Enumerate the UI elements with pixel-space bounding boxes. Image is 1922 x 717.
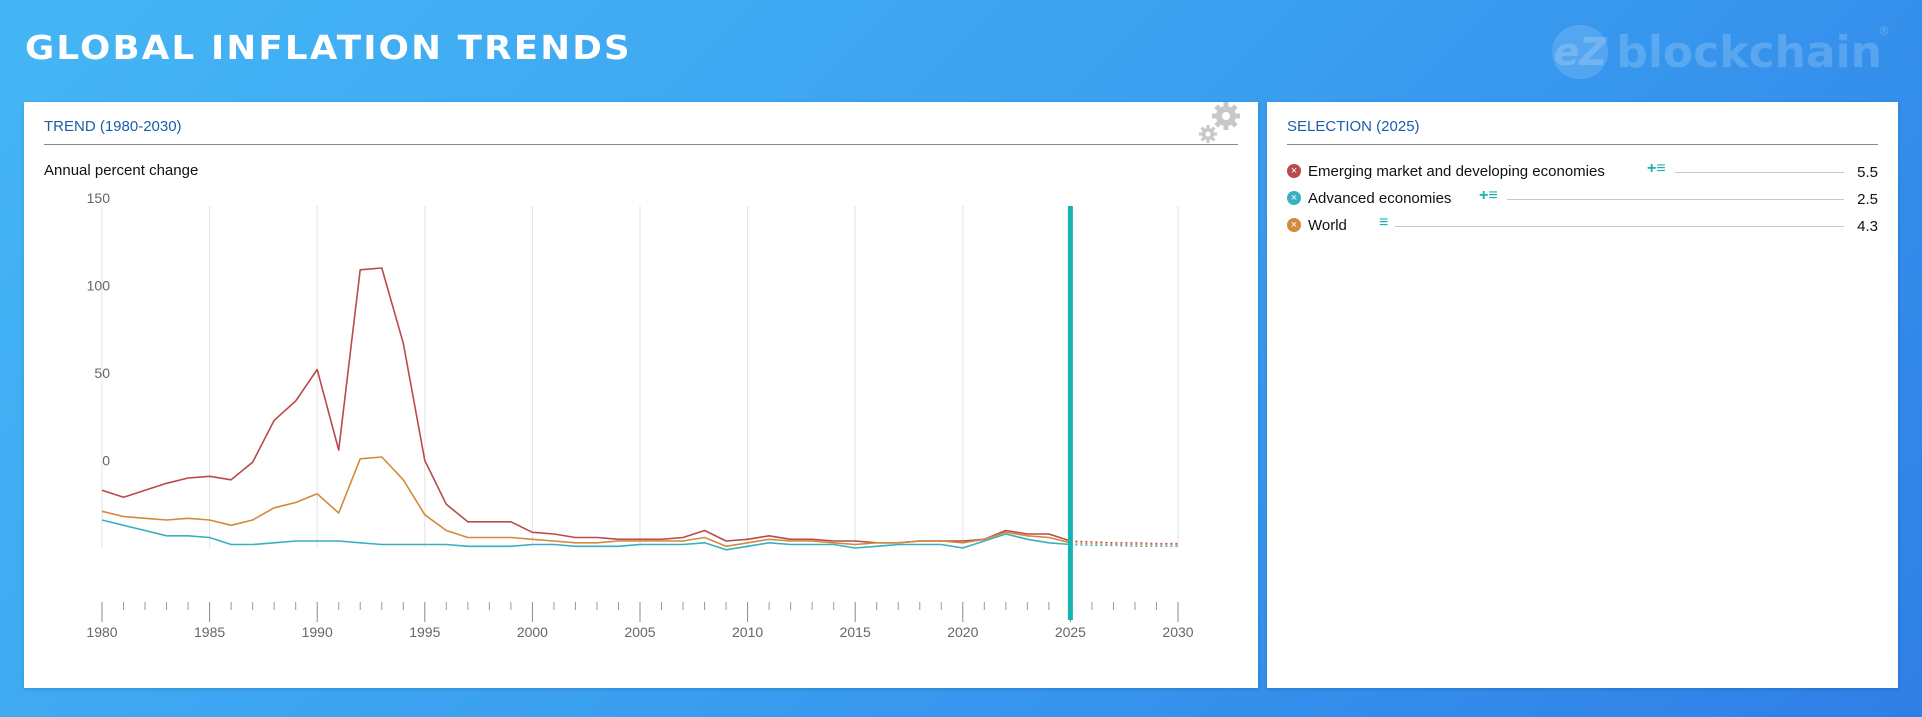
x-tick-label: 2025	[1055, 624, 1086, 640]
remove-series-icon[interactable]: ×	[1287, 164, 1301, 178]
x-tick-label: 2015	[840, 624, 871, 640]
x-tick-label: 2005	[624, 624, 655, 640]
y-tick-label: 150	[87, 190, 111, 206]
selection-panel-header: SELECTION (2025)	[1287, 116, 1878, 145]
series-tools-icon[interactable]: +≡	[1647, 160, 1666, 177]
logo-mark: eZ	[1552, 25, 1609, 79]
selection-panel-title: SELECTION (2025)	[1287, 118, 1420, 135]
selection-item-value: 2.5	[1857, 191, 1878, 208]
brand-logo: eZ blockchain ®	[1552, 22, 1890, 82]
logo-text: blockchain	[1616, 26, 1882, 78]
x-tick-label: 2020	[947, 624, 978, 640]
y-tick-label: 100	[87, 278, 111, 294]
page-title: GLOBAL INFLATION TRENDS	[25, 28, 632, 67]
remove-series-icon[interactable]: ×	[1287, 191, 1301, 205]
trend-chart[interactable]: Annual percent change 150 100 50 0 1980 1985 19…	[24, 102, 1258, 688]
logo-registered-mark: ®	[1878, 24, 1890, 38]
trend-panel-title: TREND (1980-2030)	[44, 118, 182, 135]
series-tools-icon[interactable]: ≡	[1379, 214, 1389, 231]
selection-panel: SELECTION (2025) × Emerging market and de…	[1267, 102, 1898, 688]
leader-line	[1675, 172, 1844, 173]
series-line-0	[101, 267, 1071, 544]
x-tick-label: 2010	[732, 624, 763, 640]
selection-item-value: 5.5	[1857, 164, 1878, 181]
selection-item-value: 4.3	[1857, 218, 1878, 235]
selection-item-name: World	[1308, 217, 1347, 234]
leader-line	[1395, 226, 1844, 227]
trend-panel-header: TREND (1980-2030)	[44, 116, 1238, 145]
series-line-1	[101, 519, 1071, 551]
series-line-2	[101, 456, 1071, 548]
x-tick-label: 1980	[86, 624, 117, 640]
y-tick-label: 50	[94, 365, 110, 381]
series-tools-icon[interactable]: +≡	[1479, 187, 1498, 204]
selection-item[interactable]: × Advanced economies +≡ 2.5	[1287, 187, 1878, 211]
x-tick-label: 2030	[1162, 624, 1193, 640]
remove-series-icon[interactable]: ×	[1287, 218, 1301, 232]
selection-item[interactable]: × World ≡ 4.3	[1287, 214, 1878, 238]
leader-line	[1507, 199, 1844, 200]
x-tick-label: 1990	[302, 624, 333, 640]
selection-item[interactable]: × Emerging market and developing economie…	[1287, 160, 1878, 184]
trend-panel: TREND (1980-2030) Annual percent change 1…	[24, 102, 1258, 688]
settings-gear-icon[interactable]	[1198, 102, 1244, 146]
y-axis-label: Annual percent change	[44, 162, 198, 179]
selection-item-name: Emerging market and developing economies	[1308, 163, 1605, 180]
x-tick-label: 2000	[517, 624, 548, 640]
x-tick-label: 1985	[194, 624, 225, 640]
selection-item-name: Advanced economies	[1308, 190, 1452, 207]
y-tick-label: 0	[102, 453, 110, 469]
x-tick-label: 1995	[409, 624, 440, 640]
